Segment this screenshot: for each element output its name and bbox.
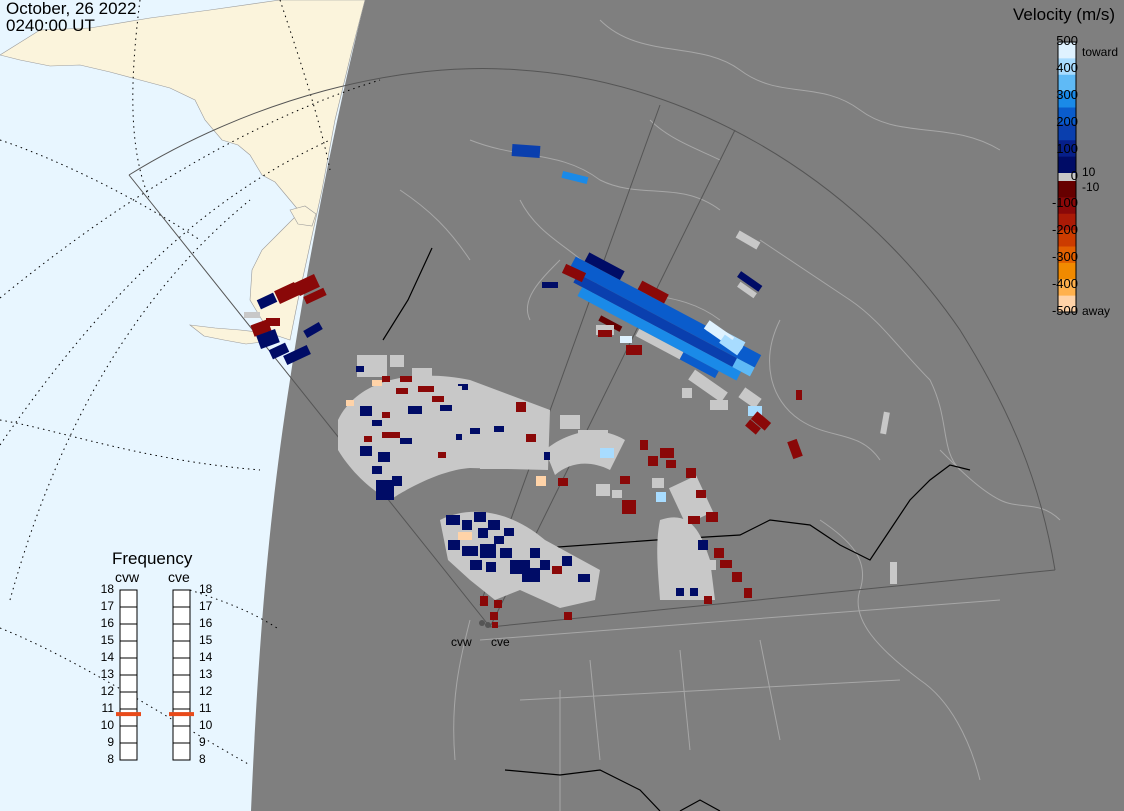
colorbar-swatch-away [1058,197,1076,215]
colorbar-tick: 100 [1056,141,1078,156]
freq-radar-label-cvw: cvw [115,569,140,585]
colorbar-title: Velocity (m/s) [1013,5,1116,24]
day-land-alaska [0,0,366,341]
freq-scale-label: 15 [199,633,213,647]
colorbar-swatch-toward [1058,91,1076,108]
coastlines [399,19,1061,811]
colorbar-tick: 200 [1056,114,1078,129]
colorbar-tick: -200 [1051,222,1078,237]
colorbar-toward-label: toward [1082,45,1119,59]
grid-dotted [0,0,381,766]
colorbar-swatch-zero [1058,173,1076,181]
freq-marker-cvw [116,712,141,717]
freq-scale-label: 8 [107,752,114,766]
plot-date: October, 26 2022 [6,0,137,18]
colorbar-away-label: away [1082,304,1111,318]
colorbar-swatch-away [1058,213,1076,231]
radar-label-cve: cve [491,635,510,649]
freq-marker-cve [169,712,194,717]
freq-scale-label: 9 [107,735,114,749]
freq-scale-label: 17 [100,599,114,613]
frequency-panel [116,589,194,761]
colorbar-swatch-toward [1058,156,1076,174]
colorbar-swatch-toward [1058,123,1076,141]
colorbar-tick: 500 [1056,33,1078,48]
colorbar-tick: -400 [1051,276,1078,291]
colorbar-swatch-away [1058,181,1076,198]
colorbar-swatch-toward [1058,58,1076,76]
freq-scale-label: 8 [199,752,206,766]
freq-radar-label-cve: cve [168,569,190,585]
radar-site-cvw [479,620,485,626]
scatter-cells [244,144,897,628]
colorbar-tick: 300 [1056,87,1078,102]
night-side-region [251,0,1124,811]
freq-scale-label: 10 [199,718,213,732]
freq-scale-label: 14 [199,650,213,664]
freq-scale-label: 12 [100,684,114,698]
colorbar-swatch-toward [1058,107,1076,125]
colorbar-border [1057,41,1077,313]
colorbar-swatch-away [1058,230,1076,247]
freq-scale-label: 11 [101,701,114,715]
colorbar-swatch-away [1058,295,1076,313]
freq-scale-label: 9 [199,735,206,749]
freq-scale-label: 13 [100,667,114,681]
colorbar-tick: 400 [1056,60,1078,75]
freq-scale-label: 16 [199,616,213,630]
radar-site-cve [485,622,491,628]
day-land-island [289,205,317,227]
freq-scale-label: 11 [199,701,212,715]
radar-label-cvw: cvw [451,635,472,649]
velocity-colorbar [1057,41,1077,313]
freq-scale-label: 17 [199,599,213,613]
freq-scale-label: 15 [100,633,114,647]
colorbar-swatch-away [1058,262,1076,280]
freq-scale-label: 18 [100,582,114,596]
freq-scale-label: 12 [199,684,213,698]
freq-scale-label: 18 [199,582,213,596]
freq-scale-label: 10 [100,718,114,732]
colorbar-tick: -300 [1051,249,1078,264]
plot-time: 0240:00 UT [6,16,95,35]
colorbar-tick: -500 [1051,303,1078,318]
freq-scale-label: 16 [100,616,114,630]
colorbar-tick: 0 [1070,168,1078,183]
freq-scale-label: 14 [100,650,114,664]
frequency-title: Frequency [112,549,193,568]
colorbar-swatch-toward [1058,42,1076,59]
colorbar-swatch-toward [1058,74,1076,92]
colorbar-swatch-toward [1058,140,1076,158]
colorbar-swatch-away [1058,246,1076,264]
colorbar-pos-threshold: 10 [1082,165,1096,179]
freq-scale-label: 13 [199,667,213,681]
colorbar-neg-threshold: -10 [1082,180,1100,194]
colorbar-tick: -100 [1051,195,1078,210]
colorbar-swatch-away [1058,279,1076,297]
borders [382,247,971,811]
